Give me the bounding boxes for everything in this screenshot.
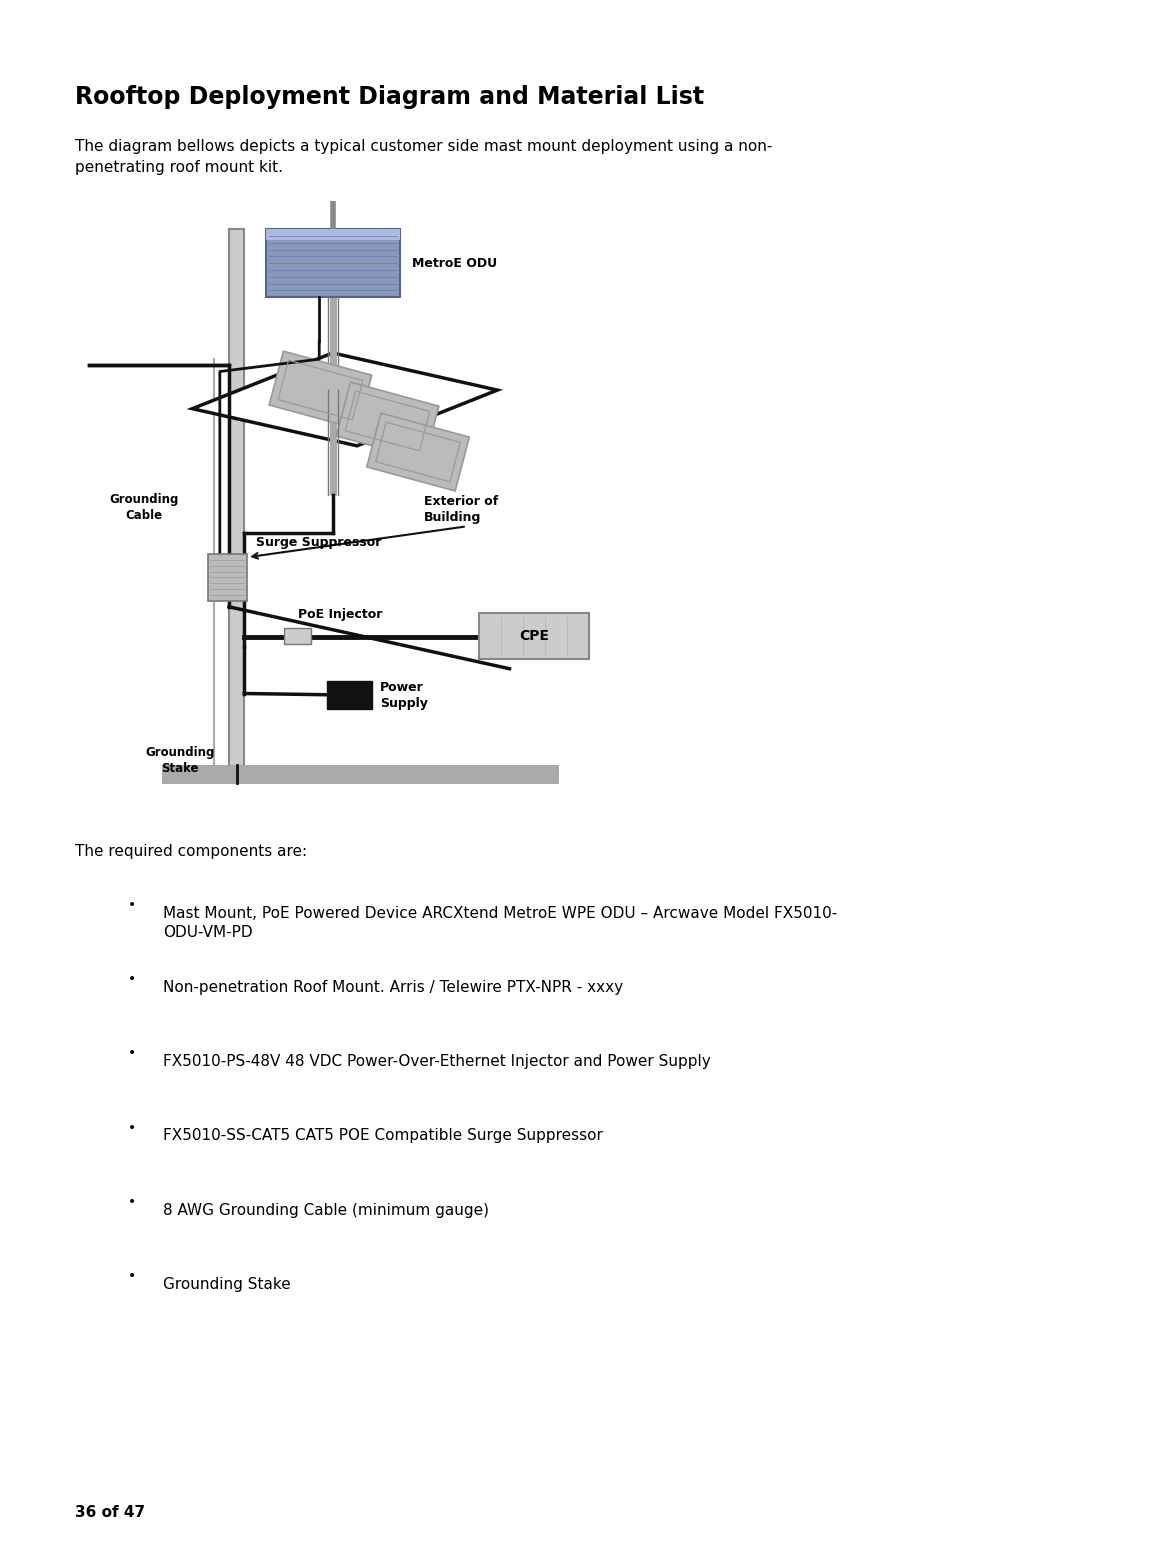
Bar [479, 613, 589, 659]
Text: 36 of 47: 36 of 47 [75, 1505, 145, 1520]
Text: •: • [128, 1121, 136, 1135]
Polygon shape [337, 382, 439, 460]
Text: •: • [128, 972, 136, 986]
Polygon shape [269, 351, 372, 429]
Bar [265, 229, 400, 240]
Text: The diagram bellows depicts a typical customer side mast mount deployment using : The diagram bellows depicts a typical cu… [75, 139, 772, 175]
Text: Grounding
Cable: Grounding Cable [109, 494, 178, 522]
Polygon shape [192, 353, 497, 446]
Bar [162, 765, 558, 783]
Text: FX5010-SS-CAT5 CAT5 POE Compatible Surge Suppressor: FX5010-SS-CAT5 CAT5 POE Compatible Surge… [163, 1128, 603, 1144]
Text: Rooftop Deployment Diagram and Material List: Rooftop Deployment Diagram and Material … [75, 85, 704, 110]
Bar [284, 628, 311, 644]
Text: Power
Supply: Power Supply [380, 681, 427, 709]
Text: CPE: CPE [518, 628, 549, 644]
Text: Mast Mount, PoE Powered Device ARCXtend MetroE WPE ODU – Arcwave Model FX5010-
O: Mast Mount, PoE Powered Device ARCXtend … [163, 906, 838, 940]
Text: FX5010-PS-48V 48 VDC Power-Over-Ethernet Injector and Power Supply: FX5010-PS-48V 48 VDC Power-Over-Ethernet… [163, 1054, 711, 1070]
Text: Exterior of
Building: Exterior of Building [425, 495, 499, 525]
Text: •: • [128, 1269, 136, 1283]
Text: Surge Suppressor: Surge Suppressor [257, 536, 381, 550]
Bar [326, 681, 372, 709]
Text: Non-penetration Roof Mount. Arris / Telewire PTX-NPR - xxxy: Non-penetration Roof Mount. Arris / Tele… [163, 980, 623, 995]
Text: •: • [128, 1195, 136, 1209]
Text: The required components are:: The required components are: [75, 844, 307, 859]
Text: •: • [128, 898, 136, 912]
Text: 8 AWG Grounding Cable (minimum gauge): 8 AWG Grounding Cable (minimum gauge) [163, 1203, 489, 1218]
Polygon shape [367, 413, 469, 491]
Bar [229, 229, 244, 774]
Bar [265, 229, 400, 297]
Text: •: • [128, 1046, 136, 1060]
Text: Grounding
Stake: Grounding Stake [145, 746, 215, 776]
Text: Grounding Stake: Grounding Stake [163, 1277, 291, 1293]
Text: PoE Injector: PoE Injector [298, 608, 382, 621]
Bar [208, 554, 248, 601]
Text: MetroE ODU: MetroE ODU [412, 257, 497, 269]
